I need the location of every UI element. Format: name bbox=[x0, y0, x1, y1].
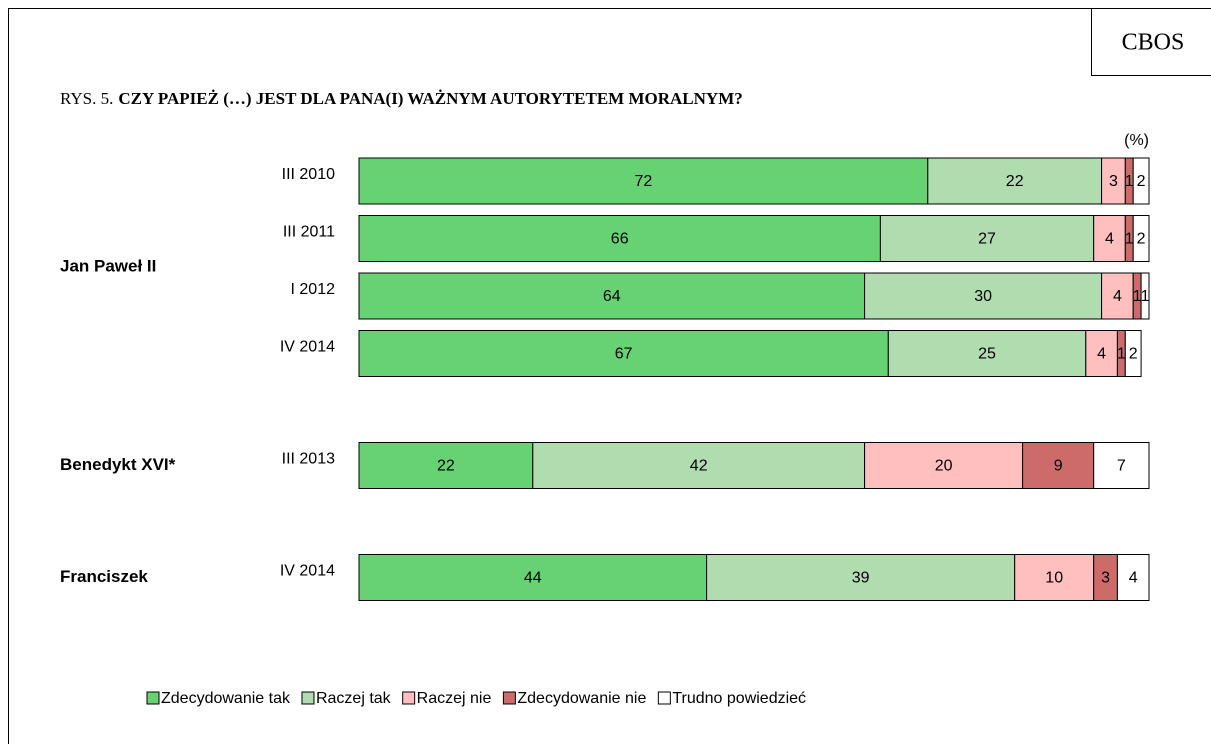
bar-segment bbox=[358, 330, 889, 377]
data-label: 20 bbox=[935, 458, 953, 475]
data-label: 1 bbox=[1133, 288, 1142, 305]
data-label: 2 bbox=[1129, 346, 1138, 363]
data-label: 9 bbox=[1054, 458, 1063, 475]
data-label: 22 bbox=[437, 458, 455, 475]
title: CZY PAPIEŻ (…) JEST DLA PANA(I) WAŻNYM A… bbox=[118, 89, 742, 108]
legend-label: Zdecydowanie nie bbox=[517, 690, 646, 707]
data-label: 25 bbox=[978, 346, 996, 363]
bar-segment bbox=[1093, 442, 1150, 489]
data-label: 4 bbox=[1129, 570, 1138, 587]
data-label: 22 bbox=[1006, 173, 1024, 190]
data-label: 4 bbox=[1113, 288, 1122, 305]
data-label: 1 bbox=[1141, 288, 1150, 305]
bar-segment bbox=[1132, 157, 1150, 205]
data-label: 2 bbox=[1137, 231, 1146, 248]
data-label: 4 bbox=[1105, 231, 1114, 248]
y-tick-label: III 2011 bbox=[283, 224, 335, 241]
figure-label: RYS. 5. bbox=[60, 89, 113, 108]
chart-title: RYS. 5. CZY PAPIEŻ (…) JEST DLA PANA(I) W… bbox=[60, 89, 743, 108]
data-label: 66 bbox=[611, 231, 629, 248]
bar-segment bbox=[358, 554, 708, 601]
data-label: 30 bbox=[974, 288, 992, 305]
bar-segment bbox=[706, 554, 1016, 601]
bar-segment bbox=[864, 442, 1024, 489]
bar-segment bbox=[358, 442, 534, 489]
bar-segment bbox=[358, 157, 929, 205]
source: CBOS bbox=[1122, 30, 1185, 56]
unit-label: (%) bbox=[1124, 132, 1149, 149]
bar-segment bbox=[1132, 215, 1150, 262]
legend-swatch bbox=[502, 691, 516, 705]
frame bbox=[8, 8, 1211, 744]
data-label: 42 bbox=[690, 458, 708, 475]
data-label: 64 bbox=[603, 288, 621, 305]
data-label: 72 bbox=[635, 173, 653, 190]
y-tick-label: III 2013 bbox=[282, 451, 335, 468]
data-label: 10 bbox=[1045, 570, 1063, 587]
y-tick-label: IV 2014 bbox=[280, 339, 335, 356]
legend-swatch bbox=[146, 691, 160, 705]
legend-swatch bbox=[301, 691, 315, 705]
data-label: 7 bbox=[1117, 458, 1126, 475]
bar-segment bbox=[532, 442, 866, 489]
group-label: Franciszek bbox=[60, 567, 148, 586]
group-label: Jan Paweł II bbox=[60, 257, 156, 276]
legend-label: Raczej nie bbox=[417, 690, 492, 707]
data-label: 1 bbox=[1117, 346, 1126, 363]
legend-swatch bbox=[402, 691, 416, 705]
data-label: 4 bbox=[1097, 346, 1106, 363]
bar-segment bbox=[1124, 330, 1142, 377]
data-label: 44 bbox=[524, 570, 542, 587]
data-label: 67 bbox=[615, 346, 633, 363]
bar-segment bbox=[1140, 272, 1150, 320]
y-tick-label: III 2010 bbox=[282, 166, 335, 183]
bar-segment bbox=[1085, 330, 1118, 377]
data-label: 1 bbox=[1125, 231, 1134, 248]
source-box bbox=[1091, 8, 1211, 76]
legend-label: Raczej tak bbox=[316, 690, 392, 707]
data-label: 3 bbox=[1109, 173, 1118, 190]
bar-segment bbox=[1116, 554, 1150, 601]
bar-segment bbox=[1014, 554, 1095, 601]
bar-segment bbox=[358, 272, 866, 320]
y-tick-label: IV 2014 bbox=[280, 563, 335, 580]
y-tick-label: I 2012 bbox=[291, 281, 336, 298]
legend-swatch bbox=[657, 691, 671, 705]
legend-label: Trudno powiedzieć bbox=[672, 690, 806, 707]
data-label: 3 bbox=[1101, 570, 1110, 587]
data-label: 39 bbox=[852, 570, 870, 587]
data-label: 2 bbox=[1137, 173, 1146, 190]
bar-segment bbox=[1101, 272, 1134, 320]
bar-segment bbox=[1022, 442, 1095, 489]
data-label: 27 bbox=[978, 231, 996, 248]
data-label: 1 bbox=[1125, 173, 1134, 190]
bar-segment bbox=[887, 330, 1087, 377]
bar-segment bbox=[1093, 215, 1126, 262]
bar-segment bbox=[864, 272, 1103, 320]
group-label: Benedykt XVI* bbox=[60, 455, 176, 474]
legend-label: Zdecydowanie tak bbox=[161, 690, 291, 707]
